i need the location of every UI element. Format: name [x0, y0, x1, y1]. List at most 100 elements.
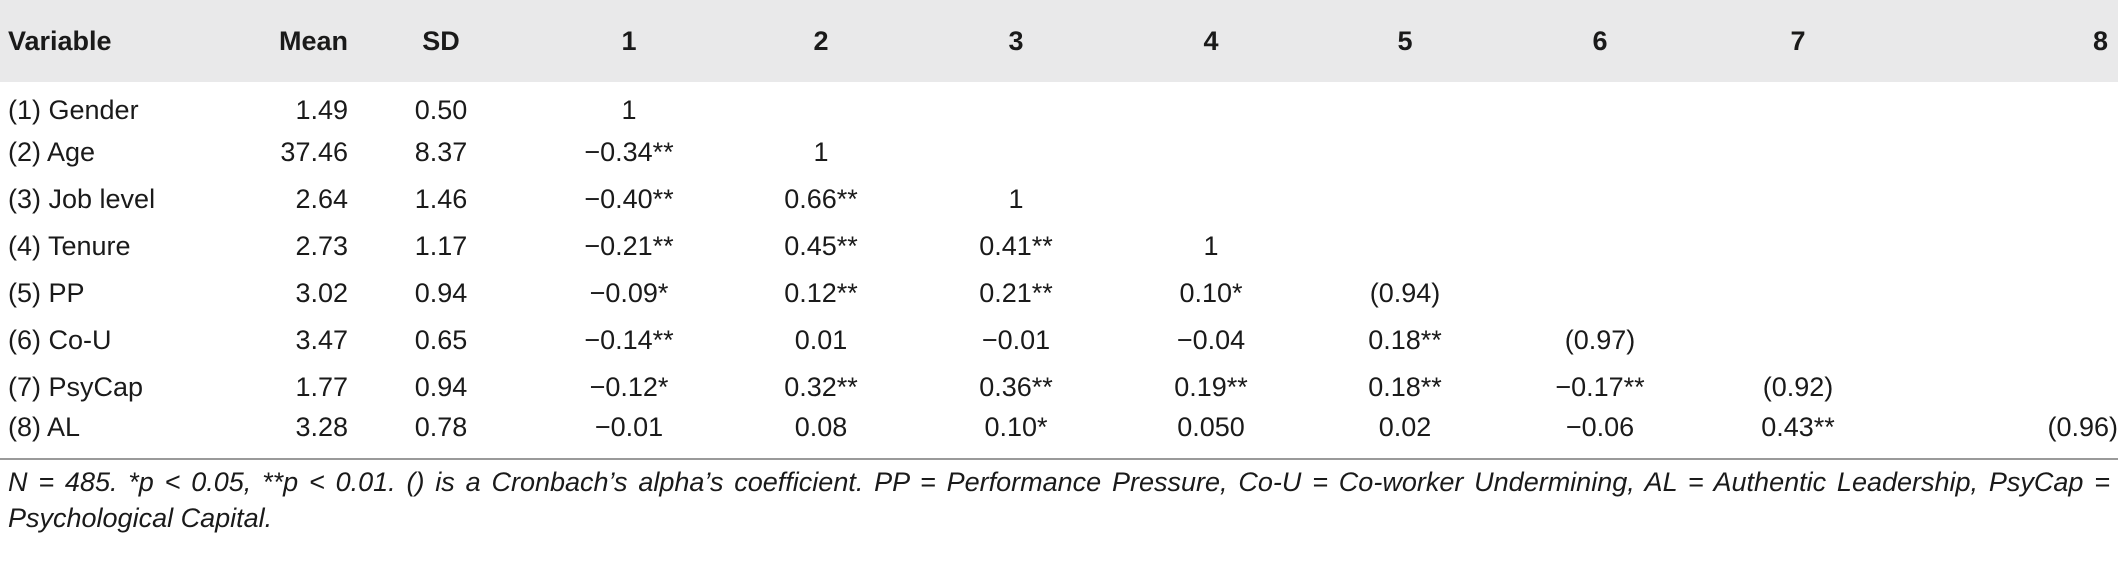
- cell-corr-8: [1898, 129, 2118, 176]
- cell-corr-1: −0.14**: [584, 325, 674, 355]
- cell-corr-8: [1898, 317, 2118, 364]
- table-row: (7) PsyCap 1.77 0.94 −0.12* 0.32** 0.36** 0.19…: [0, 364, 2118, 411]
- cell-mean: 3.28: [295, 412, 348, 442]
- cell-corr-6: [1502, 129, 1698, 176]
- cell-variable: (8) AL: [8, 412, 81, 442]
- header-1: 1: [621, 25, 637, 56]
- cell-mean: 2.64: [295, 184, 348, 214]
- cell-corr-1: −0.01: [594, 412, 664, 442]
- cell-corr-5: [1308, 82, 1502, 129]
- cell-variable: (4) Tenure: [8, 231, 131, 261]
- cell-sd: 0.50: [414, 95, 468, 125]
- header-2: 2: [813, 25, 829, 56]
- cell-corr-6: [1502, 176, 1698, 223]
- cell-corr-4: [1114, 176, 1308, 223]
- cell-corr-8: [1898, 364, 2118, 411]
- cell-corr-6: −0.17**: [1555, 372, 1645, 402]
- header-variable: Variable: [8, 25, 112, 56]
- cell-corr-1: −0.09*: [589, 278, 669, 308]
- cell-corr-5: 0.02: [1378, 412, 1432, 442]
- cell-corr-6: [1502, 270, 1698, 317]
- cell-corr-7: [1698, 129, 1898, 176]
- table-row: (5) PP 3.02 0.94 −0.09* 0.12** 0.21** 0.10* (0.…: [0, 270, 2118, 317]
- cell-sd: 1.17: [414, 231, 468, 261]
- cell-corr-6: (0.97): [1564, 325, 1636, 355]
- cell-corr-2: [724, 82, 918, 129]
- table-row: (4) Tenure 2.73 1.17 −0.21** 0.45** 0.41** 1: [0, 223, 2118, 270]
- cell-corr-3: 0.10*: [984, 412, 1048, 442]
- header-sd: SD: [422, 25, 460, 56]
- cell-mean: 1.49: [295, 95, 348, 125]
- cell-corr-2: 0.12**: [784, 278, 858, 308]
- cell-variable: (6) Co-U: [8, 325, 112, 355]
- cell-variable: (1) Gender: [8, 95, 139, 125]
- header-6: 6: [1592, 25, 1608, 56]
- cell-corr-2: 0.01: [794, 325, 848, 355]
- cell-corr-4: −0.04: [1176, 325, 1246, 355]
- cell-corr-1: −0.21**: [584, 231, 674, 261]
- cell-variable: (7) PsyCap: [8, 372, 144, 402]
- cell-variable: (2) Age: [8, 137, 96, 167]
- cell-corr-5: [1308, 176, 1502, 223]
- correlation-table: Variable Mean SD 1 2 3 4 5 6 7 8 (1) Gen…: [0, 0, 2118, 458]
- cell-corr-3: [918, 129, 1114, 176]
- cell-sd: 1.46: [414, 184, 468, 214]
- header-5: 5: [1397, 25, 1413, 56]
- table-row: (1) Gender 1.49 0.50 1: [0, 82, 2118, 129]
- cell-corr-7: [1698, 82, 1898, 129]
- table-row: (3) Job level 2.64 1.46 −0.40** 0.66** 1: [0, 176, 2118, 223]
- table-row: (8) AL 3.28 0.78 −0.01 0.08 0.10* 0.050 0.02 −0.…: [0, 411, 2118, 458]
- cell-corr-8: [1898, 82, 2118, 129]
- cell-corr-3: 1: [1008, 184, 1024, 214]
- cell-variable: (5) PP: [8, 278, 85, 308]
- table-header-row: Variable Mean SD 1 2 3 4 5 6 7 8: [0, 0, 2118, 82]
- cell-corr-7: [1698, 223, 1898, 270]
- cell-corr-7: 0.43**: [1761, 412, 1835, 442]
- cell-corr-2: 1: [813, 137, 829, 167]
- cell-corr-3: 0.41**: [979, 231, 1053, 261]
- cell-sd: 0.94: [414, 278, 468, 308]
- cell-corr-4: [1114, 129, 1308, 176]
- table-row: (2) Age 37.46 8.37 −0.34** 1: [0, 129, 2118, 176]
- cell-corr-1: −0.34**: [584, 137, 674, 167]
- cell-corr-6: [1502, 223, 1698, 270]
- cell-corr-4: 0.19**: [1174, 372, 1248, 402]
- cell-corr-8: [1898, 223, 2118, 270]
- cell-corr-3: 0.36**: [979, 372, 1053, 402]
- header-7: 7: [1790, 25, 1806, 56]
- cell-variable: (3) Job level: [8, 184, 156, 214]
- cell-corr-3: −0.01: [981, 325, 1051, 355]
- header-3: 3: [1008, 25, 1024, 56]
- cell-mean: 2.73: [295, 231, 348, 261]
- cell-corr-5: [1308, 223, 1502, 270]
- cell-mean: 1.77: [295, 372, 348, 402]
- cell-corr-3: [918, 82, 1114, 129]
- cell-corr-5: 0.18**: [1368, 372, 1442, 402]
- cell-corr-3: 0.21**: [979, 278, 1053, 308]
- cell-corr-4: 1: [1203, 231, 1219, 261]
- cell-sd: 8.37: [414, 137, 468, 167]
- cell-corr-4: 0.050: [1177, 412, 1245, 442]
- cell-mean: 3.02: [295, 278, 348, 308]
- cell-corr-6: −0.06: [1565, 412, 1635, 442]
- cell-sd: 0.65: [414, 325, 468, 355]
- cell-corr-4: [1114, 82, 1308, 129]
- cell-corr-2: 0.66**: [784, 184, 858, 214]
- cell-corr-2: 0.32**: [784, 372, 858, 402]
- cell-corr-8: [1898, 270, 2118, 317]
- table-body: (1) Gender 1.49 0.50 1 (2) Age 37.46 8.37 −0.34…: [0, 82, 2118, 458]
- cell-mean: 37.46: [280, 137, 348, 167]
- cell-corr-7: (0.92): [1762, 372, 1834, 402]
- cell-corr-1: 1: [621, 95, 637, 125]
- header-4: 4: [1203, 25, 1219, 56]
- header-mean: Mean: [278, 25, 348, 56]
- cell-corr-8: [1898, 176, 2118, 223]
- cell-corr-2: 0.45**: [784, 231, 858, 261]
- header-8: 8: [2092, 25, 2108, 56]
- cell-corr-2: 0.08: [794, 412, 848, 442]
- table-note: N = 485. *p < 0.05, **p < 0.01. () is a …: [8, 467, 2110, 533]
- cell-sd: 0.94: [414, 372, 468, 402]
- cell-corr-5: (0.94): [1369, 278, 1441, 308]
- cell-corr-7: [1698, 270, 1898, 317]
- cell-corr-5: 0.18**: [1368, 325, 1442, 355]
